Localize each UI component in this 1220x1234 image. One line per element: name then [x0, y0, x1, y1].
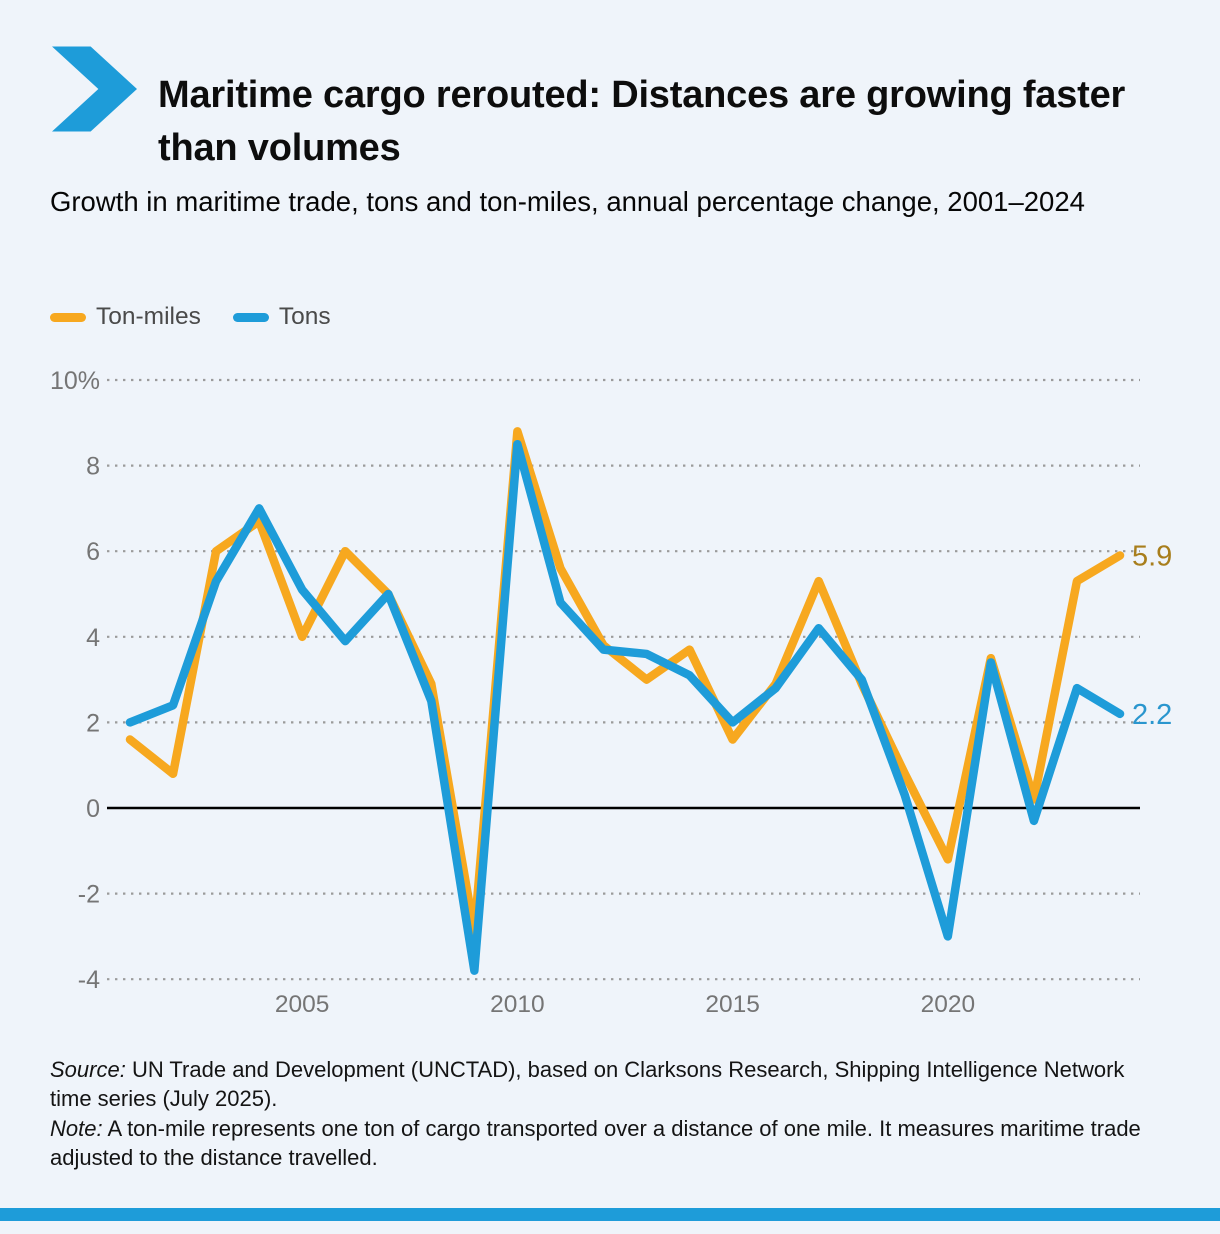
series-line-ton-miles	[125, 427, 1125, 937]
y-axis-tick-label: -2	[78, 881, 100, 909]
legend-label-ton-miles: Ton-miles	[96, 303, 201, 330]
end-value-label-ton-miles: 5.9	[1132, 540, 1172, 572]
bottom-accent-bar	[0, 1208, 1220, 1221]
chevron-arrow-icon	[52, 46, 137, 132]
legend-label-tons: Tons	[278, 303, 331, 330]
note-text: A ton-mile represents one ton of cargo t…	[50, 1116, 1141, 1170]
source-note: Source: UN Trade and Development (UNCTAD…	[50, 1056, 1170, 1113]
note-label: Note:	[50, 1116, 103, 1142]
chart-subtitle: Growth in maritime trade, tons and ton-m…	[50, 186, 1085, 217]
ton-miles-line-swatch-icon	[50, 312, 86, 322]
method-note: Note: A ton-mile represents one ton of c…	[50, 1115, 1170, 1172]
y-axis-tick-label: 2	[86, 709, 100, 737]
x-axis-tick-label: 2005	[275, 991, 330, 1018]
chart-legend: Ton-miles Tons	[50, 303, 331, 331]
source-label: Source:	[50, 1057, 126, 1082]
legend-item-tons: Tons	[232, 303, 331, 331]
y-axis-tick-label: -4	[78, 966, 100, 994]
line-chart: 10% 8 6 4 2 0 -2 -4 2005 2010 2015 2020 5.9 2.2	[50, 367, 1172, 1018]
end-value-label-tons: 2.2	[1132, 699, 1172, 731]
y-axis-tick-label: 8	[86, 453, 100, 481]
y-axis-tick-label: 4	[86, 624, 100, 652]
x-axis-tick-label: 2020	[921, 991, 976, 1018]
y-axis-tick-label: 0	[86, 795, 100, 823]
x-axis-tick-label: 2010	[490, 991, 545, 1018]
y-axis-tick-label: 10%	[50, 367, 100, 395]
chart-footer: Source: UN Trade and Development (UNCTAD…	[50, 1056, 1170, 1174]
series-line-tons	[125, 439, 1125, 975]
legend-item-ton-miles: Ton-miles	[50, 303, 201, 331]
y-axis-tick-label: 6	[86, 538, 100, 566]
tons-line-swatch-icon	[232, 312, 269, 322]
source-text: UN Trade and Development (UNCTAD), based…	[50, 1057, 1125, 1111]
page-title: Maritime cargo rerouted: Distances are g…	[158, 74, 1126, 169]
x-axis-tick-label: 2015	[705, 991, 760, 1018]
